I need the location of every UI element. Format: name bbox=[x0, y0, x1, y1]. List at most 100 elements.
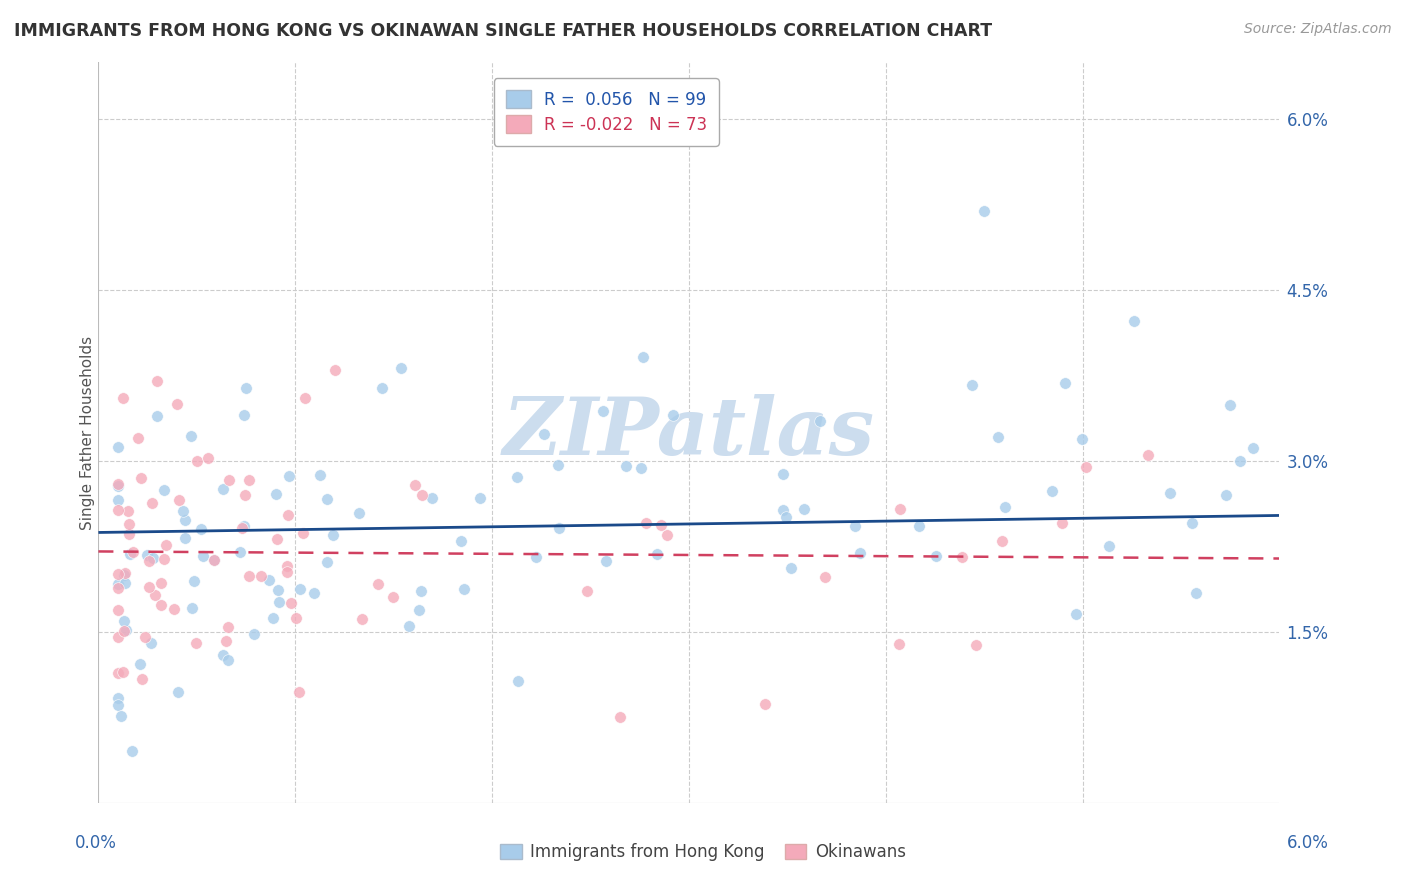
Point bbox=[138, 554, 160, 568]
Point bbox=[215, 633, 238, 648]
Point bbox=[243, 627, 266, 641]
Point bbox=[316, 555, 339, 569]
Point bbox=[848, 546, 870, 560]
Point bbox=[1053, 376, 1076, 391]
Point bbox=[122, 545, 145, 559]
Point bbox=[404, 477, 426, 491]
Point bbox=[302, 585, 325, 599]
Point bbox=[107, 567, 129, 582]
Point bbox=[468, 491, 491, 505]
Point bbox=[238, 473, 260, 487]
Point bbox=[134, 630, 156, 644]
Point bbox=[107, 479, 129, 493]
Point bbox=[152, 552, 174, 566]
Point bbox=[288, 685, 311, 699]
Point bbox=[1123, 314, 1146, 328]
Point bbox=[231, 521, 253, 535]
Point bbox=[889, 502, 911, 516]
Point bbox=[285, 611, 308, 625]
Point bbox=[1052, 516, 1074, 530]
Point bbox=[112, 614, 135, 628]
Point bbox=[1074, 459, 1097, 474]
Point bbox=[398, 619, 420, 633]
Point bbox=[257, 574, 280, 588]
Point bbox=[118, 547, 141, 561]
Point bbox=[411, 488, 433, 502]
Point bbox=[965, 638, 987, 652]
Point bbox=[155, 538, 177, 552]
Point bbox=[453, 582, 475, 596]
Point bbox=[191, 549, 214, 564]
Point bbox=[107, 666, 129, 681]
Point bbox=[112, 665, 135, 679]
Point bbox=[533, 427, 555, 442]
Point bbox=[267, 595, 290, 609]
Point bbox=[233, 409, 256, 423]
Point bbox=[350, 611, 373, 625]
Point bbox=[1215, 488, 1237, 502]
Point bbox=[1219, 399, 1241, 413]
Point bbox=[180, 428, 202, 442]
Point bbox=[146, 409, 169, 423]
Point bbox=[112, 624, 135, 639]
Point bbox=[107, 503, 129, 517]
Point bbox=[136, 548, 159, 562]
Point bbox=[235, 381, 257, 395]
Point bbox=[645, 547, 668, 561]
Point bbox=[614, 458, 637, 473]
Point bbox=[813, 569, 835, 583]
Point bbox=[250, 568, 273, 582]
Point bbox=[202, 553, 225, 567]
Point bbox=[202, 552, 225, 566]
Point bbox=[264, 487, 287, 501]
Text: 0.0%: 0.0% bbox=[75, 834, 117, 852]
Point bbox=[991, 533, 1014, 548]
Point bbox=[262, 611, 284, 625]
Point bbox=[371, 381, 394, 395]
Point bbox=[118, 516, 141, 531]
Point bbox=[107, 603, 129, 617]
Point bbox=[150, 598, 173, 612]
Point bbox=[127, 431, 149, 445]
Point bbox=[780, 561, 803, 575]
Point bbox=[118, 527, 141, 541]
Legend: R =  0.056   N = 99, R = -0.022   N = 73: R = 0.056 N = 99, R = -0.022 N = 73 bbox=[494, 78, 718, 145]
Point bbox=[112, 392, 135, 406]
Point bbox=[174, 513, 197, 527]
Point bbox=[775, 510, 797, 524]
Point bbox=[889, 637, 911, 651]
Point bbox=[277, 469, 299, 483]
Point bbox=[844, 518, 866, 533]
Point bbox=[131, 672, 153, 686]
Point bbox=[772, 503, 794, 517]
Point bbox=[114, 576, 136, 591]
Point bbox=[1181, 516, 1204, 530]
Text: 6.0%: 6.0% bbox=[1286, 834, 1329, 852]
Point bbox=[141, 496, 163, 510]
Point bbox=[143, 588, 166, 602]
Point bbox=[636, 516, 658, 531]
Point bbox=[524, 549, 547, 564]
Point bbox=[290, 582, 312, 596]
Point bbox=[107, 698, 129, 712]
Point bbox=[609, 710, 631, 724]
Point bbox=[1137, 449, 1160, 463]
Point bbox=[142, 550, 165, 565]
Point bbox=[266, 533, 288, 547]
Point bbox=[238, 568, 260, 582]
Point bbox=[952, 549, 974, 564]
Point bbox=[987, 430, 1010, 444]
Point bbox=[316, 492, 339, 507]
Point bbox=[183, 574, 205, 588]
Point bbox=[186, 454, 208, 468]
Legend: Immigrants from Hong Kong, Okinawans: Immigrants from Hong Kong, Okinawans bbox=[494, 837, 912, 868]
Point bbox=[197, 450, 219, 465]
Point bbox=[754, 697, 776, 711]
Point bbox=[115, 623, 138, 637]
Point bbox=[772, 467, 794, 482]
Point bbox=[280, 596, 302, 610]
Point bbox=[235, 488, 257, 502]
Point bbox=[212, 648, 235, 663]
Point bbox=[229, 545, 252, 559]
Point bbox=[1229, 454, 1251, 468]
